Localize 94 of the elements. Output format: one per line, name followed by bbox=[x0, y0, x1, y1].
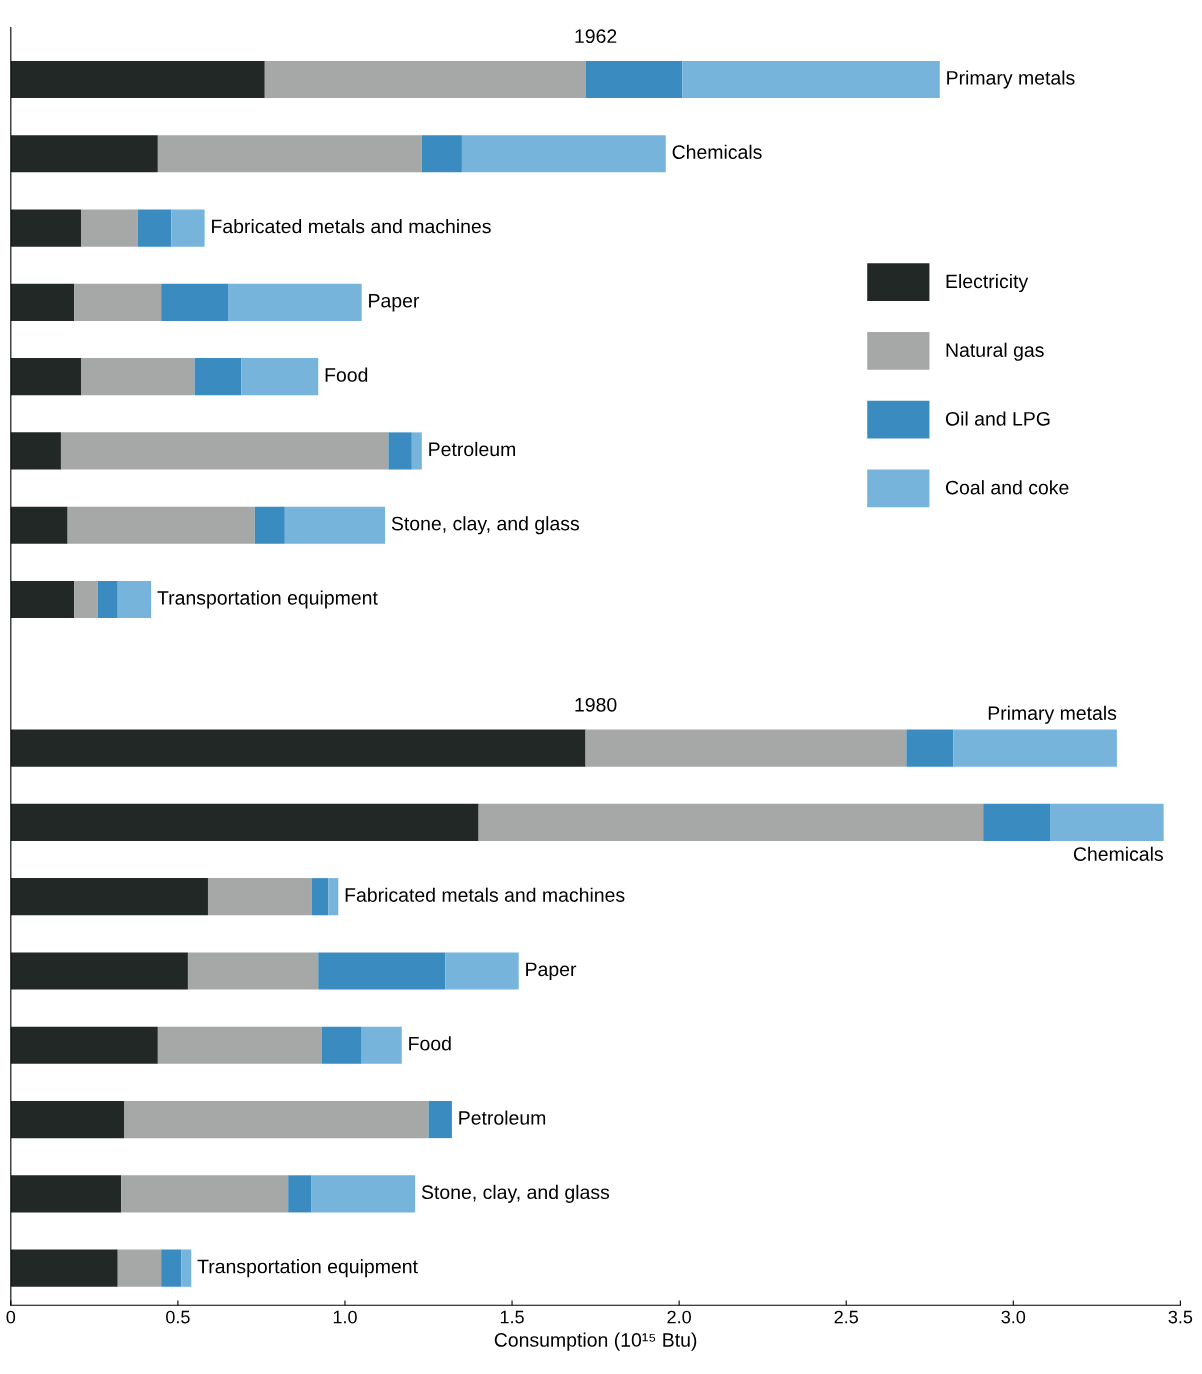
x-tick-label: 1.5 bbox=[500, 1310, 524, 1324]
y-tick-label: Primary metals bbox=[988, 705, 1117, 724]
bar bbox=[10, 580, 75, 619]
chart-title: 1962 bbox=[575, 29, 617, 44]
y-tick-label: Chemicals bbox=[1073, 846, 1163, 861]
bar bbox=[187, 952, 319, 990]
y-tick-label: Transportation equipment bbox=[197, 1259, 418, 1278]
bar bbox=[10, 432, 61, 470]
legend-label: Oil and LPG bbox=[945, 411, 1050, 426]
bar bbox=[74, 283, 162, 321]
bar bbox=[10, 135, 158, 173]
bar bbox=[585, 729, 907, 767]
x-axis-title: Consumption (10¹⁵ Btu) bbox=[494, 1332, 697, 1351]
x-tick-label: 2.0 bbox=[667, 1310, 691, 1324]
y-tick-label: Primary metals bbox=[947, 70, 1075, 89]
bar bbox=[10, 1249, 118, 1287]
bar bbox=[953, 729, 1117, 767]
y-tick-label: Stone, clay, and glass bbox=[391, 516, 580, 535]
bar bbox=[194, 358, 242, 396]
bar bbox=[124, 1101, 429, 1139]
bar bbox=[10, 209, 81, 247]
bar bbox=[10, 1175, 122, 1213]
bar bbox=[161, 283, 229, 321]
bar bbox=[288, 1175, 312, 1213]
bar bbox=[228, 283, 362, 321]
bar bbox=[388, 432, 412, 470]
legend-label: Natural gas bbox=[946, 342, 1044, 361]
y-tick-label: Fabricated metals and machines bbox=[345, 887, 625, 902]
bar bbox=[60, 432, 389, 470]
bar bbox=[157, 1026, 322, 1064]
bar bbox=[10, 803, 479, 841]
bar bbox=[117, 580, 152, 619]
bar bbox=[445, 952, 519, 990]
x-tick-label: 0.5 bbox=[166, 1310, 190, 1324]
bar bbox=[906, 729, 954, 767]
bar bbox=[67, 506, 255, 544]
bar bbox=[254, 506, 285, 544]
bar bbox=[264, 60, 586, 99]
bar bbox=[318, 952, 446, 990]
bar bbox=[983, 803, 1051, 841]
bar bbox=[10, 1026, 158, 1064]
x-tick-label: 2.5 bbox=[834, 1310, 858, 1324]
legend-label: Electricity bbox=[946, 273, 1029, 293]
x-tick-label: 1.0 bbox=[333, 1310, 357, 1324]
bar bbox=[411, 432, 422, 470]
bar bbox=[682, 60, 940, 99]
legend-label: Coal and coke bbox=[945, 480, 1069, 495]
bar bbox=[321, 1026, 362, 1064]
bar bbox=[328, 878, 339, 916]
y-tick-label: Petroleum bbox=[459, 1110, 546, 1125]
bar bbox=[137, 209, 172, 247]
bar bbox=[478, 803, 984, 841]
bar bbox=[181, 1249, 192, 1287]
bar bbox=[428, 1101, 452, 1139]
bar bbox=[157, 135, 422, 173]
bar bbox=[207, 878, 312, 916]
y-tick-label: Stone, clay, and glass bbox=[421, 1184, 610, 1203]
bar bbox=[10, 878, 208, 916]
bar bbox=[80, 358, 195, 396]
y-tick-label: Transportation equipment bbox=[157, 590, 378, 609]
bar bbox=[10, 1101, 125, 1139]
bar bbox=[10, 506, 68, 544]
bar bbox=[284, 506, 386, 544]
bar bbox=[461, 135, 666, 173]
bar bbox=[10, 358, 81, 396]
bar bbox=[10, 729, 586, 767]
bar bbox=[1050, 803, 1164, 841]
y-tick-label: Fabricated metals and machines bbox=[212, 219, 491, 234]
y-tick-label: Food bbox=[409, 1036, 451, 1051]
bar bbox=[80, 209, 138, 247]
bar bbox=[585, 60, 683, 99]
x-tick-label: 3.5 bbox=[1168, 1310, 1193, 1324]
bar bbox=[161, 1249, 182, 1287]
y-tick-label: Chemicals bbox=[672, 144, 762, 159]
bar bbox=[241, 358, 319, 396]
y-tick-label: Food bbox=[325, 367, 368, 382]
bar bbox=[171, 209, 205, 247]
bar bbox=[311, 1175, 416, 1213]
bar bbox=[10, 952, 188, 990]
bar bbox=[121, 1175, 289, 1213]
bar bbox=[421, 135, 462, 173]
bar bbox=[74, 580, 98, 619]
bar bbox=[10, 60, 265, 99]
x-tick-label: 3.0 bbox=[1001, 1310, 1026, 1324]
bar bbox=[117, 1249, 162, 1287]
annotation: 1980 bbox=[575, 697, 617, 712]
bar bbox=[10, 283, 75, 321]
bar bbox=[97, 580, 118, 619]
bar bbox=[311, 878, 329, 916]
y-tick-label: Paper bbox=[369, 294, 420, 312]
y-tick-label: Paper bbox=[526, 962, 577, 981]
y-tick-label: Petroleum bbox=[429, 441, 516, 457]
x-tick-label: 0 bbox=[6, 1310, 16, 1324]
bar bbox=[361, 1026, 402, 1064]
